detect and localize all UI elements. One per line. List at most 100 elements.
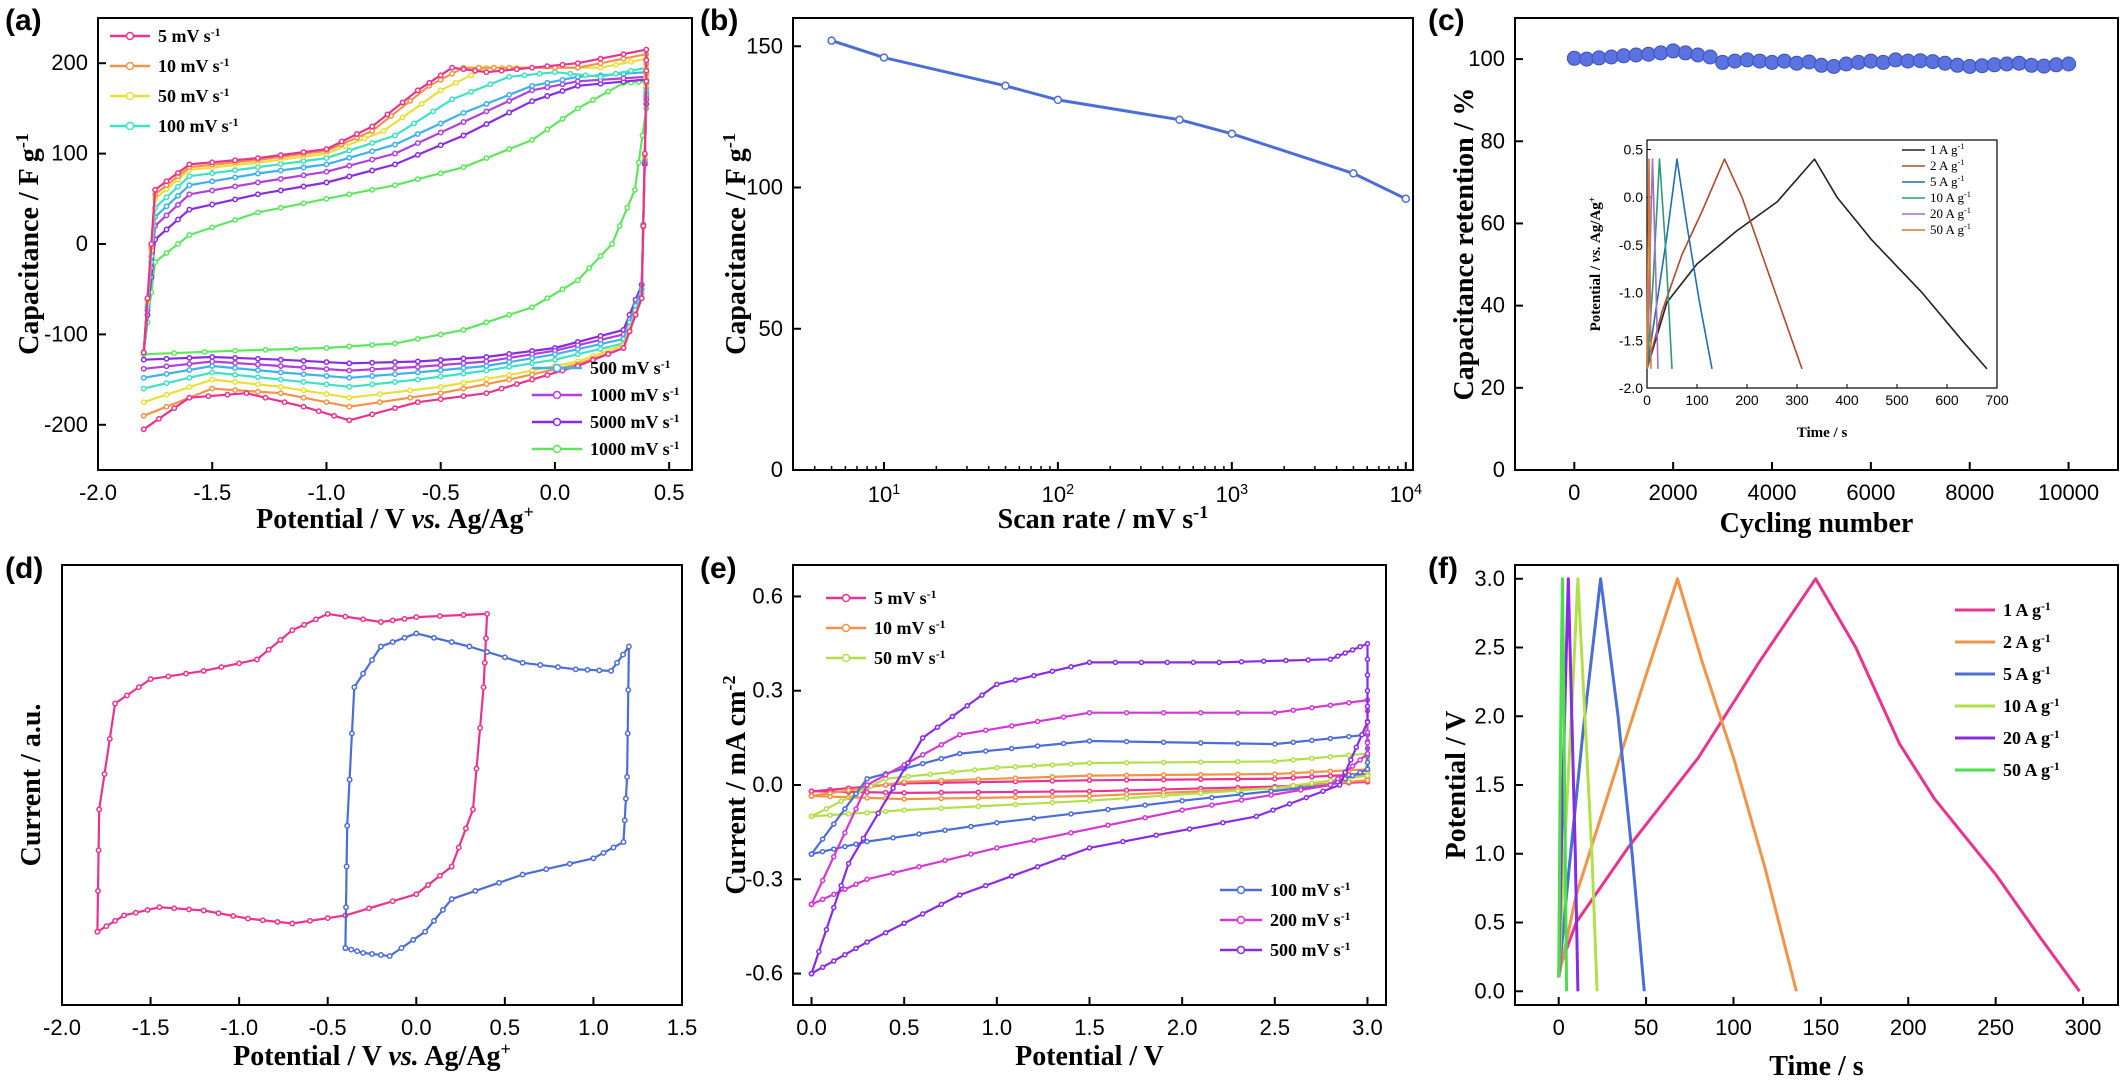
data-point — [879, 53, 889, 62]
cv-point — [975, 803, 982, 810]
x-tick-label: 250 — [1977, 1015, 2014, 1040]
cv-point — [626, 328, 633, 335]
cv-point — [483, 108, 490, 115]
cv-point — [398, 945, 405, 951]
label-part: -1 — [670, 412, 680, 425]
cv-point — [254, 355, 261, 362]
cv-point — [323, 345, 330, 351]
y-tick-label: 1.0 — [1474, 841, 1505, 866]
cv-point — [506, 146, 513, 153]
cv-point — [460, 612, 467, 618]
inset-series-line — [1646, 158, 1988, 370]
cv-point — [186, 384, 193, 391]
label-part: 5 mV — [158, 26, 199, 46]
cv-point — [414, 369, 421, 376]
x-tick-label: -1.0 — [308, 480, 346, 505]
cv-point — [377, 643, 384, 650]
panel-label-d: (d) — [5, 552, 43, 585]
label-part: s — [658, 385, 670, 405]
label-part: 50 mV — [158, 86, 208, 106]
cv-point — [544, 93, 551, 99]
cv-point — [1235, 776, 1241, 782]
cv-point — [343, 904, 349, 911]
cv-point — [1105, 822, 1111, 828]
retention-point — [1665, 43, 1681, 59]
cv-point — [254, 155, 261, 162]
y-tick-label: 200 — [51, 50, 88, 75]
cv-point — [460, 393, 467, 400]
cv-point — [460, 119, 467, 125]
cv-point — [1049, 793, 1056, 800]
cv-point — [566, 860, 573, 867]
cv-point — [1197, 790, 1204, 796]
cv-point — [209, 358, 216, 365]
cv-point — [1364, 740, 1371, 746]
cv-point — [1060, 854, 1067, 861]
label-part: -1 — [1341, 880, 1351, 893]
x-axis-title: Potential / V — [1015, 1041, 1164, 1072]
y-tick-label: 0.0 — [1474, 978, 1505, 1003]
y-tick-label: 60 — [1481, 210, 1505, 235]
inset-y-tick-label: 0.5 — [1624, 142, 1644, 158]
cv-point — [590, 855, 597, 862]
cv-point — [529, 98, 536, 105]
cv-point — [1049, 762, 1056, 768]
cv-point — [140, 374, 147, 381]
cv-point — [1209, 802, 1215, 808]
cv-point — [386, 953, 393, 960]
cv-point — [860, 835, 867, 842]
data-point — [1349, 169, 1358, 178]
cv-point — [853, 841, 859, 847]
cv-point — [209, 159, 216, 166]
cv-point — [163, 203, 170, 210]
cv-point — [597, 341, 604, 347]
cv-point — [1327, 753, 1334, 760]
cv-point — [483, 319, 490, 326]
x-tick-label: 2.5 — [1260, 1015, 1291, 1040]
cv-point — [574, 82, 581, 89]
cv-point — [422, 928, 429, 935]
cv-point — [1160, 759, 1167, 766]
cv-point — [968, 823, 974, 830]
label-part: g — [2028, 600, 2042, 620]
inset-legend-label: 5 A g-1 — [1930, 173, 1965, 189]
cv-point — [624, 204, 631, 211]
cv-point — [232, 347, 239, 354]
cv-point — [536, 70, 543, 77]
cv-point — [369, 366, 376, 373]
x-axis-title: Cycling number — [1720, 508, 1914, 539]
cv-point — [641, 150, 648, 157]
label-part: + — [500, 1039, 510, 1059]
cv-point — [418, 100, 425, 107]
cv-point — [1238, 797, 1245, 803]
cv-point — [1060, 740, 1067, 747]
x-tick-label: 1.0 — [982, 1015, 1013, 1040]
label-part: 50 A — [2003, 760, 2038, 780]
cv-point — [1068, 811, 1074, 817]
cv-point — [567, 70, 574, 77]
legend-label: 10 mV s-1 — [158, 56, 230, 77]
cv-point — [354, 948, 361, 955]
x-tick-label: -0.5 — [309, 1015, 347, 1040]
cv-point — [519, 659, 526, 666]
cv-point — [559, 286, 566, 293]
label-part: g — [2037, 760, 2051, 780]
cv-point — [437, 129, 444, 136]
cv-point — [1123, 777, 1130, 783]
label-part: Capacitance / F — [14, 169, 45, 355]
cv-point — [323, 168, 330, 175]
cv-point — [209, 201, 216, 208]
legend-label: 1000 mV s-1 — [590, 439, 680, 460]
label-part: -1 — [1957, 157, 1964, 167]
cv-point — [254, 388, 261, 395]
cv-point — [301, 621, 308, 628]
retention-point — [1591, 50, 1607, 66]
inset-y-tick-label: -0.5 — [1619, 237, 1643, 253]
label-part: s — [924, 618, 936, 638]
cv-point — [389, 639, 396, 646]
label-part: -1 — [1964, 189, 1971, 199]
cv-point — [175, 192, 181, 199]
label-part: Capacitance retention / % — [1449, 88, 1480, 401]
cv-point — [919, 752, 926, 758]
cv-point — [483, 363, 490, 369]
